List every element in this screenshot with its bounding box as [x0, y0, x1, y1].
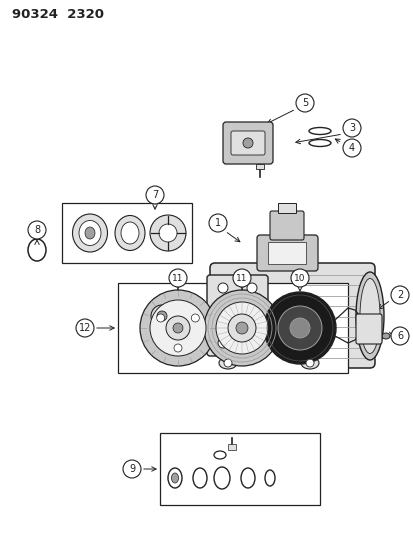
Text: 90324  2320: 90324 2320: [12, 8, 104, 21]
Ellipse shape: [156, 314, 164, 322]
Circle shape: [159, 224, 177, 242]
Ellipse shape: [115, 215, 145, 251]
Ellipse shape: [85, 227, 95, 239]
Circle shape: [247, 338, 256, 348]
Circle shape: [263, 292, 335, 364]
Text: 9: 9: [128, 464, 135, 474]
Bar: [159, 309, 214, 323]
Ellipse shape: [121, 222, 139, 244]
Circle shape: [209, 214, 226, 232]
Ellipse shape: [218, 357, 236, 369]
Ellipse shape: [79, 221, 101, 246]
Circle shape: [342, 139, 360, 157]
Text: 4: 4: [348, 143, 354, 153]
Circle shape: [28, 221, 46, 239]
Circle shape: [233, 269, 250, 287]
Bar: [159, 433, 319, 505]
Ellipse shape: [72, 214, 107, 252]
Text: 10: 10: [294, 273, 305, 282]
Circle shape: [223, 359, 231, 367]
Circle shape: [295, 94, 313, 112]
Circle shape: [218, 338, 228, 348]
Circle shape: [342, 119, 360, 137]
Circle shape: [166, 316, 190, 340]
Circle shape: [123, 460, 141, 478]
Bar: [277, 203, 295, 213]
Circle shape: [151, 305, 173, 327]
Circle shape: [390, 327, 408, 345]
FancyBboxPatch shape: [256, 235, 317, 271]
Ellipse shape: [381, 333, 389, 339]
Circle shape: [218, 283, 228, 293]
Circle shape: [76, 319, 94, 337]
FancyBboxPatch shape: [223, 122, 272, 164]
Text: 3: 3: [348, 123, 354, 133]
Ellipse shape: [300, 357, 318, 369]
FancyBboxPatch shape: [269, 211, 303, 240]
Circle shape: [305, 359, 313, 367]
Circle shape: [173, 323, 183, 333]
FancyBboxPatch shape: [206, 275, 267, 356]
Circle shape: [228, 314, 255, 342]
Text: 2: 2: [396, 290, 402, 300]
Text: 12: 12: [78, 323, 91, 333]
Ellipse shape: [173, 344, 182, 352]
Text: 1: 1: [214, 218, 221, 228]
Circle shape: [289, 318, 309, 338]
FancyBboxPatch shape: [355, 314, 381, 344]
Circle shape: [150, 215, 185, 251]
FancyBboxPatch shape: [209, 263, 374, 368]
Bar: [62, 203, 192, 263]
Bar: [255, 164, 263, 169]
Text: 11: 11: [172, 273, 183, 282]
Text: 6: 6: [396, 331, 402, 341]
FancyBboxPatch shape: [230, 131, 264, 155]
Ellipse shape: [191, 314, 199, 322]
Text: 7: 7: [152, 190, 158, 200]
Circle shape: [242, 138, 252, 148]
Circle shape: [146, 186, 164, 204]
Circle shape: [277, 306, 321, 350]
Circle shape: [390, 286, 408, 304]
Text: 11: 11: [236, 273, 247, 282]
Circle shape: [169, 269, 187, 287]
Circle shape: [150, 300, 206, 356]
Ellipse shape: [359, 279, 379, 353]
Bar: [118, 283, 347, 373]
Text: 5: 5: [301, 98, 307, 108]
Ellipse shape: [171, 473, 178, 483]
Circle shape: [216, 302, 267, 354]
Circle shape: [235, 322, 247, 334]
Bar: [228, 444, 235, 450]
Circle shape: [290, 269, 308, 287]
Circle shape: [204, 290, 279, 366]
Text: 8: 8: [34, 225, 40, 235]
Circle shape: [247, 283, 256, 293]
Circle shape: [157, 311, 166, 321]
Circle shape: [140, 290, 216, 366]
Bar: [267, 242, 305, 264]
Ellipse shape: [355, 272, 383, 360]
